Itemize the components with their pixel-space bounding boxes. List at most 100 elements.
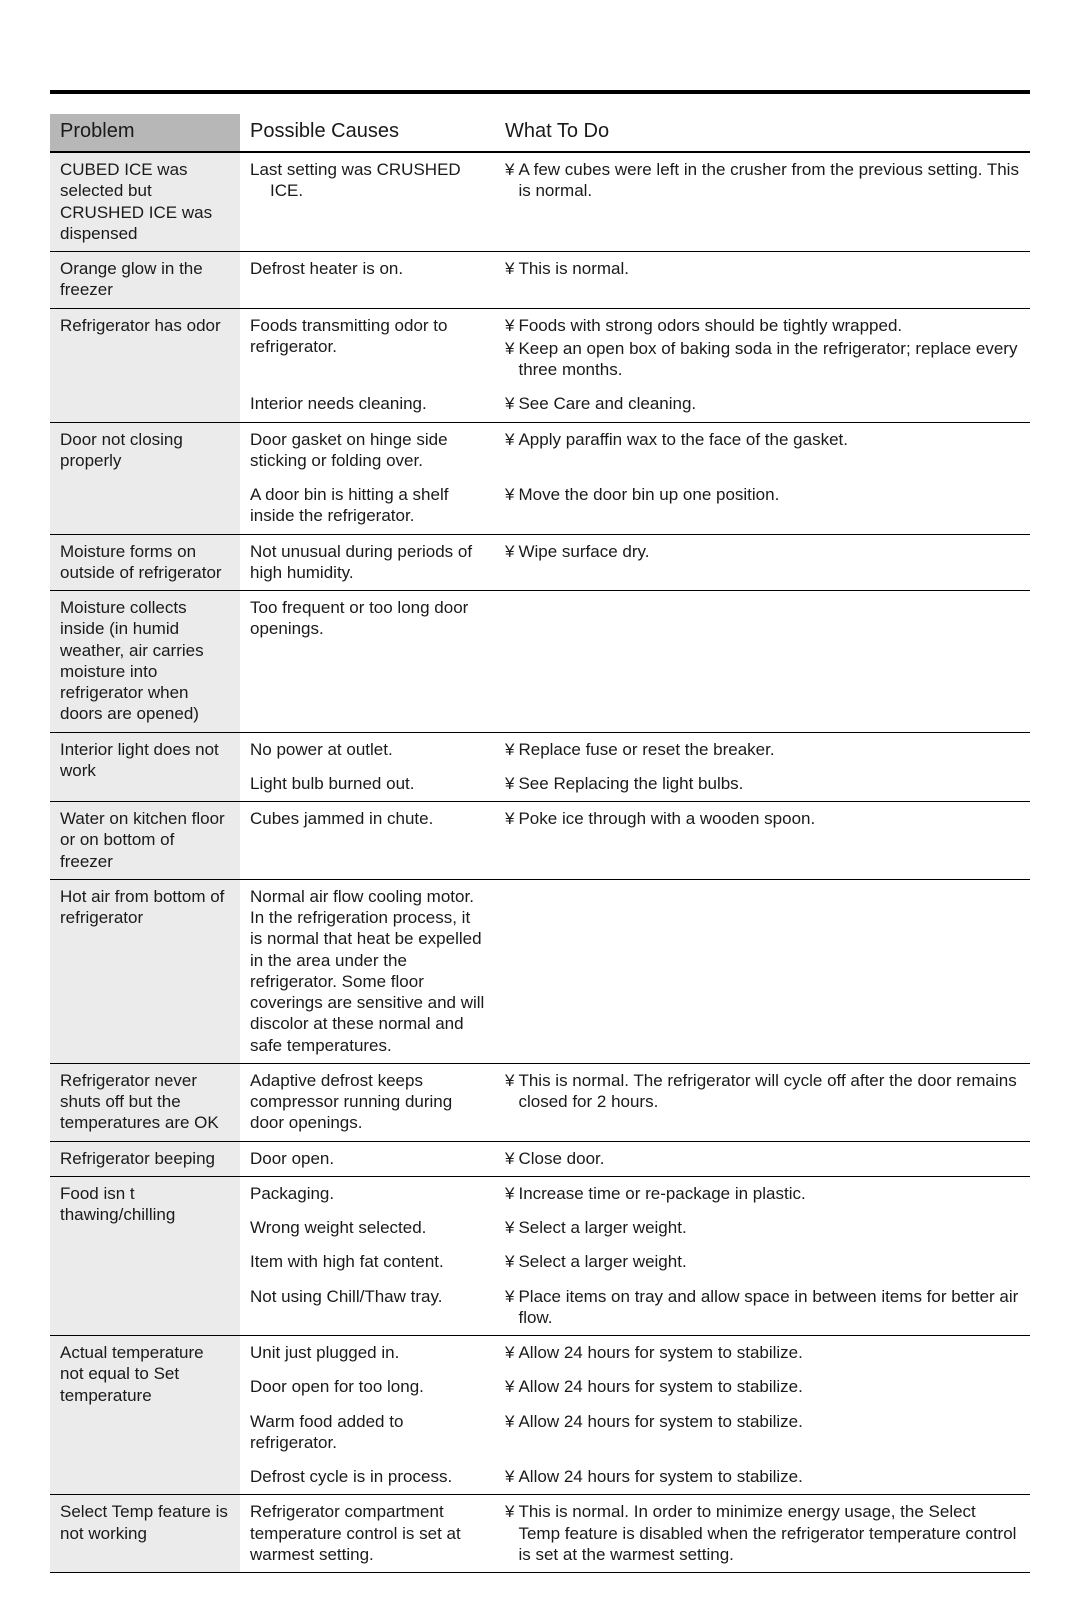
- bullet-icon: ¥: [505, 808, 514, 829]
- todo-text: This is normal. The refrigerator will cy…: [518, 1070, 1020, 1113]
- todo-bullet: ¥Wipe surface dry.: [505, 541, 1020, 562]
- what-to-do-cell: ¥Select a larger weight.: [495, 1245, 1030, 1279]
- bullet-icon: ¥: [505, 1183, 514, 1204]
- table-row: Interior light does not workNo power at …: [50, 732, 1030, 767]
- todo-bullet: ¥Increase time or re-package in plastic.: [505, 1183, 1020, 1204]
- table-row: Moisture forms on outside of refrigerato…: [50, 534, 1030, 591]
- cause-cell: Adaptive defrost keeps compressor runnin…: [240, 1063, 495, 1141]
- problem-cell: CUBED ICE was selected but CRUSHED ICE w…: [50, 152, 240, 252]
- cause-cell: Refrigerator compartment temperature con…: [240, 1495, 495, 1573]
- problem-cell: Moisture forms on outside of refrigerato…: [50, 534, 240, 591]
- todo-text: See Care and cleaning.: [518, 393, 1020, 414]
- bullet-icon: ¥: [505, 393, 514, 414]
- table-row: Moisture collects inside (in humid weath…: [50, 591, 1030, 733]
- bullet-icon: ¥: [505, 338, 514, 359]
- what-to-do-cell: ¥See Replacing the light bulbs.: [495, 767, 1030, 802]
- what-to-do-cell: ¥Close door.: [495, 1141, 1030, 1176]
- todo-text: Wipe surface dry.: [518, 541, 1020, 562]
- col-header-todo: What To Do: [495, 114, 1030, 152]
- what-to-do-cell: ¥Place items on tray and allow space in …: [495, 1280, 1030, 1336]
- todo-text: See Replacing the light bulbs.: [518, 773, 1020, 794]
- bullet-icon: ¥: [505, 1251, 514, 1272]
- cause-cell: Cubes jammed in chute.: [240, 802, 495, 880]
- bullet-icon: ¥: [505, 484, 514, 505]
- table-row: Orange glow in the freezerDefrost heater…: [50, 252, 1030, 309]
- cause-cell: Packaging.: [240, 1176, 495, 1211]
- todo-text: Increase time or re-package in plastic.: [518, 1183, 1020, 1204]
- cause-cell: Defrost cycle is in process.: [240, 1460, 495, 1495]
- table-row: Door not closing properlyDoor gasket on …: [50, 422, 1030, 478]
- cause-cell: A door bin is hitting a shelf inside the…: [240, 478, 495, 534]
- troubleshooting-table: Problem Possible Causes What To Do CUBED…: [50, 114, 1030, 1573]
- col-header-problem: Problem: [50, 114, 240, 152]
- bullet-icon: ¥: [505, 1466, 514, 1487]
- todo-bullet: ¥This is normal.: [505, 258, 1020, 279]
- what-to-do-cell: ¥Increase time or re-package in plastic.: [495, 1176, 1030, 1211]
- cause-cell: Not unusual during periods of high humid…: [240, 534, 495, 591]
- cause-cell: Unit just plugged in.: [240, 1336, 495, 1371]
- table-row: Select Temp feature is not workingRefrig…: [50, 1495, 1030, 1573]
- what-to-do-cell: ¥Select a larger weight.: [495, 1211, 1030, 1245]
- what-to-do-cell: ¥Move the door bin up one position.: [495, 478, 1030, 534]
- problem-cell: Select Temp feature is not working: [50, 1495, 240, 1573]
- table-row: Refrigerator has odorFoods transmitting …: [50, 308, 1030, 387]
- what-to-do-cell: ¥Allow 24 hours for system to stabilize.: [495, 1336, 1030, 1371]
- table-row: Water on kitchen floor or on bottom of f…: [50, 802, 1030, 880]
- cause-cell: Foods transmitting odor to refrigerator.: [240, 308, 495, 387]
- cause-cell: Normal air flow cooling motor. In the re…: [240, 879, 495, 1063]
- todo-text: Close door.: [518, 1148, 1020, 1169]
- table-header-row: Problem Possible Causes What To Do: [50, 114, 1030, 152]
- todo-text: Allow 24 hours for system to stabilize.: [518, 1376, 1020, 1397]
- what-to-do-cell: ¥Wipe surface dry.: [495, 534, 1030, 591]
- todo-bullet: ¥Allow 24 hours for system to stabilize.: [505, 1466, 1020, 1487]
- table-row: Refrigerator never shuts off but the tem…: [50, 1063, 1030, 1141]
- bullet-icon: ¥: [505, 773, 514, 794]
- problem-cell: Water on kitchen floor or on bottom of f…: [50, 802, 240, 880]
- cause-cell: Wrong weight selected.: [240, 1211, 495, 1245]
- what-to-do-cell: ¥Allow 24 hours for system to stabilize.: [495, 1460, 1030, 1495]
- todo-bullet: ¥Select a larger weight.: [505, 1251, 1020, 1272]
- bullet-icon: ¥: [505, 315, 514, 336]
- todo-bullet: ¥Move the door bin up one position.: [505, 484, 1020, 505]
- cause-cell: Light bulb burned out.: [240, 767, 495, 802]
- cause-cell: Door open for too long.: [240, 1370, 495, 1404]
- bullet-icon: ¥: [505, 1376, 514, 1397]
- what-to-do-cell: ¥This is normal. The refrigerator will c…: [495, 1063, 1030, 1141]
- what-to-do-cell: ¥Poke ice through with a wooden spoon.: [495, 802, 1030, 880]
- problem-cell: Refrigerator never shuts off but the tem…: [50, 1063, 240, 1141]
- todo-bullet: ¥Close door.: [505, 1148, 1020, 1169]
- todo-bullet: ¥Poke ice through with a wooden spoon.: [505, 808, 1020, 829]
- cause-cell: Interior needs cleaning.: [240, 387, 495, 422]
- problem-cell: Actual temperature not equal to Set temp…: [50, 1336, 240, 1495]
- table-row: Actual temperature not equal to Set temp…: [50, 1336, 1030, 1371]
- todo-text: This is normal. In order to minimize ene…: [518, 1501, 1020, 1565]
- problem-cell: Orange glow in the freezer: [50, 252, 240, 309]
- todo-text: Replace fuse or reset the breaker.: [518, 739, 1020, 760]
- todo-bullet: ¥Place items on tray and allow space in …: [505, 1286, 1020, 1329]
- cause-cell: Door open.: [240, 1141, 495, 1176]
- todo-text: Allow 24 hours for system to stabilize.: [518, 1411, 1020, 1432]
- problem-cell: Refrigerator beeping: [50, 1141, 240, 1176]
- bullet-icon: ¥: [505, 739, 514, 760]
- what-to-do-cell: ¥Allow 24 hours for system to stabilize.: [495, 1370, 1030, 1404]
- problem-cell: Refrigerator has odor: [50, 308, 240, 422]
- what-to-do-cell: ¥This is normal.: [495, 252, 1030, 309]
- bullet-icon: ¥: [505, 159, 514, 180]
- todo-bullet: ¥This is normal. The refrigerator will c…: [505, 1070, 1020, 1113]
- cause-cell: Defrost heater is on.: [240, 252, 495, 309]
- table-row: Food isn t thawing/chillingPackaging.¥In…: [50, 1176, 1030, 1211]
- todo-text: Poke ice through with a wooden spoon.: [518, 808, 1020, 829]
- todo-text: Foods with strong odors should be tightl…: [518, 315, 1020, 336]
- cause-cell: No power at outlet.: [240, 732, 495, 767]
- todo-bullet: ¥Keep an open box of baking soda in the …: [505, 338, 1020, 381]
- problem-cell: Moisture collects inside (in humid weath…: [50, 591, 240, 733]
- todo-bullet: ¥Select a larger weight.: [505, 1217, 1020, 1238]
- table-row: Hot air from bottom of refrigeratorNorma…: [50, 879, 1030, 1063]
- todo-text: A few cubes were left in the crusher fro…: [518, 159, 1020, 202]
- todo-bullet: ¥Replace fuse or reset the breaker.: [505, 739, 1020, 760]
- problem-cell: Door not closing properly: [50, 422, 240, 534]
- what-to-do-cell: [495, 591, 1030, 733]
- todo-bullet: ¥Allow 24 hours for system to stabilize.: [505, 1411, 1020, 1432]
- what-to-do-cell: ¥A few cubes were left in the crusher fr…: [495, 152, 1030, 252]
- bullet-icon: ¥: [505, 429, 514, 450]
